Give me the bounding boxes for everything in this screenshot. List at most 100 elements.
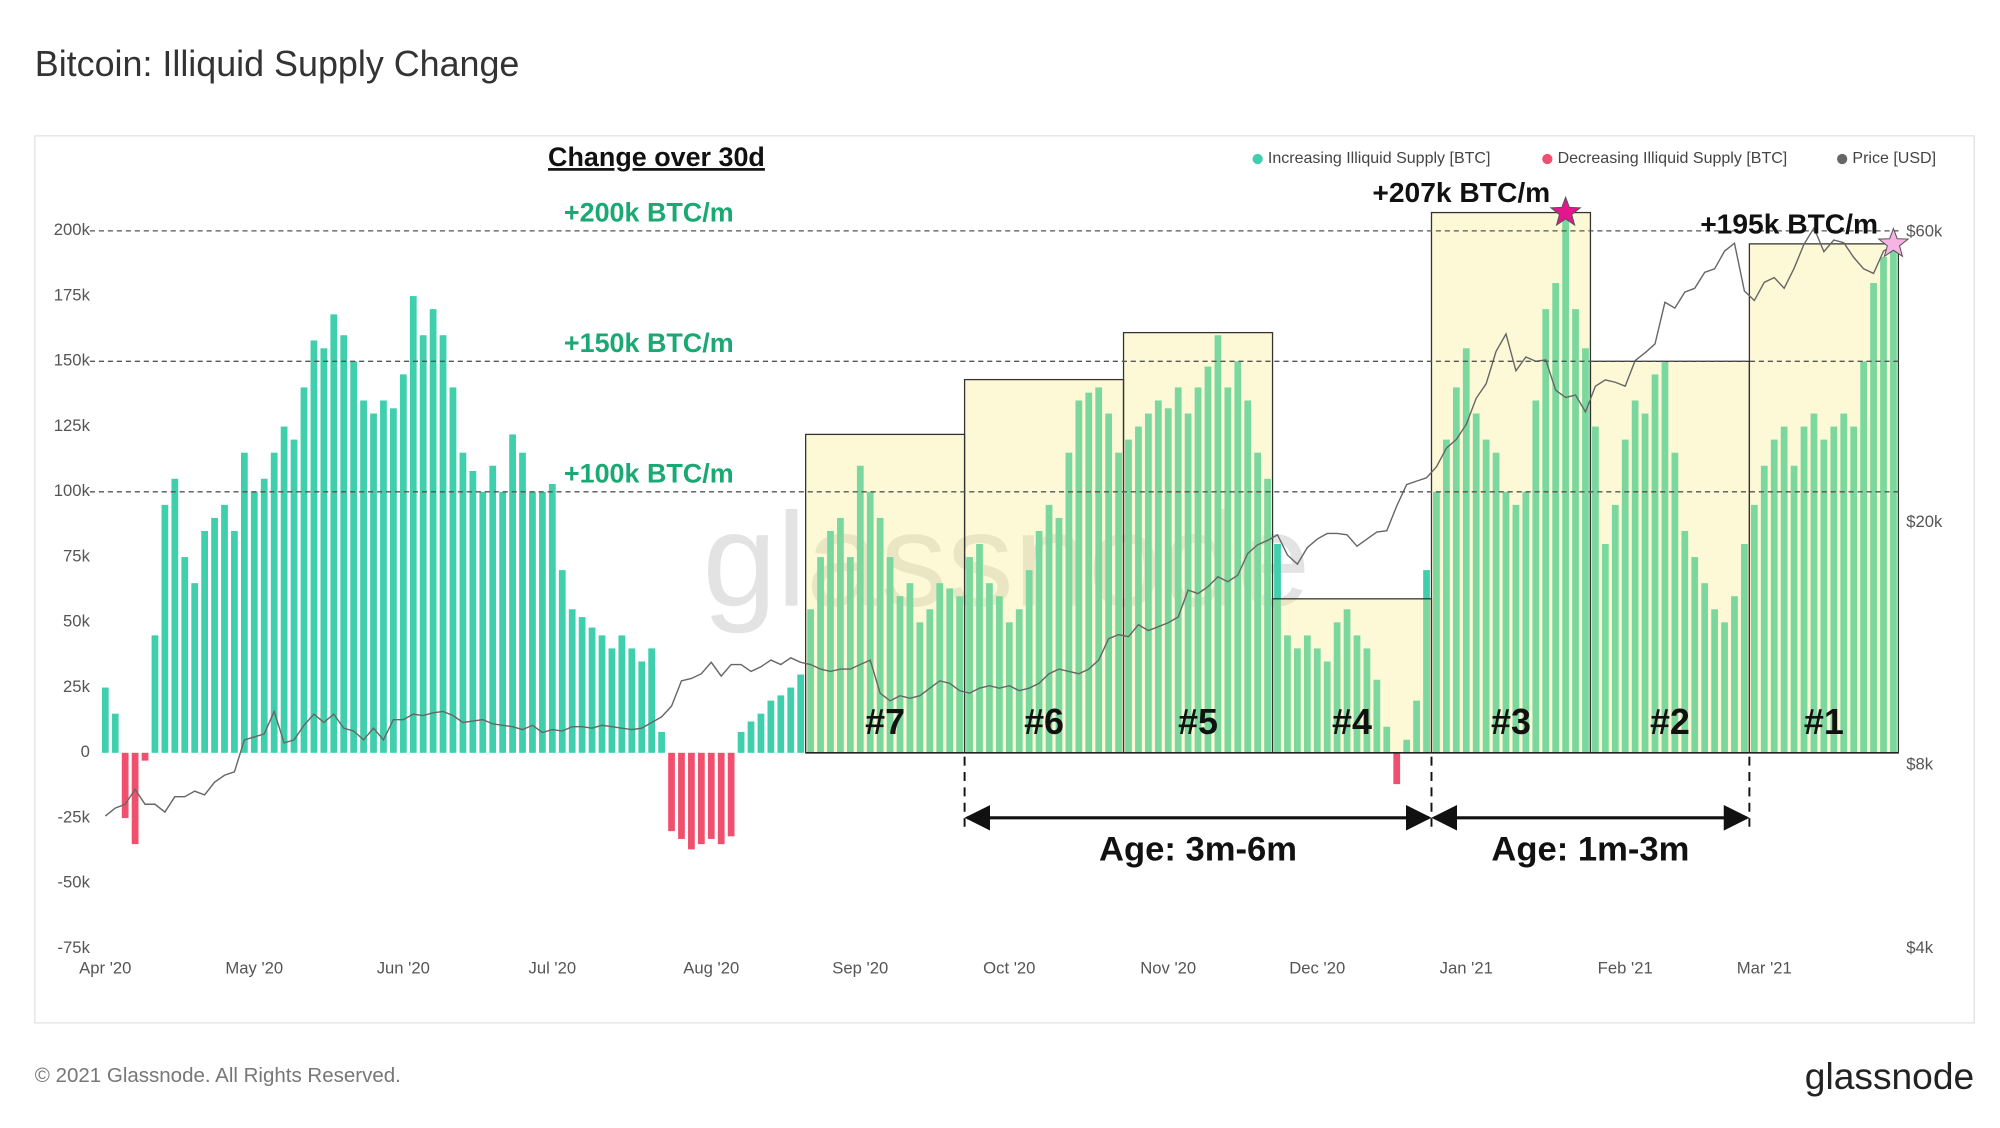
bar	[1144, 413, 1152, 753]
ref-label: +200k BTC/m	[564, 197, 734, 227]
bar	[330, 314, 338, 753]
bar	[1572, 309, 1579, 753]
bar	[390, 408, 397, 753]
bar	[1045, 504, 1053, 753]
bar	[578, 617, 586, 753]
logo: glassnode	[1805, 1055, 1974, 1097]
bar	[966, 557, 973, 753]
y2-tick-label: $4k	[1906, 938, 1934, 957]
bar	[1890, 243, 1897, 753]
bar	[370, 413, 377, 753]
legend-label: Decreasing Illiquid Supply [BTC]	[1558, 149, 1788, 167]
bar	[1035, 530, 1043, 753]
bar	[1760, 465, 1768, 753]
bar	[1234, 361, 1242, 753]
bar	[588, 627, 596, 753]
bar	[1303, 635, 1311, 753]
bar	[1750, 504, 1758, 753]
bar	[161, 504, 169, 753]
bar	[1522, 491, 1530, 753]
bar	[1373, 679, 1381, 753]
bar	[986, 583, 993, 753]
bar	[628, 648, 636, 753]
period-box	[1271, 598, 1433, 754]
bar	[1562, 212, 1569, 753]
bar	[1671, 452, 1679, 753]
legend-dot	[1252, 153, 1263, 165]
x-tick-label: Feb '21	[1598, 958, 1653, 977]
bar	[1860, 361, 1868, 753]
y-tick-label: 200k	[54, 220, 91, 239]
bar	[121, 752, 129, 819]
x-tick-label: Aug '20	[683, 958, 739, 977]
bar	[1423, 570, 1430, 753]
bar	[1343, 609, 1351, 753]
bar	[1274, 544, 1281, 753]
bar	[757, 713, 765, 753]
bar	[1055, 517, 1063, 753]
bar	[1462, 348, 1470, 753]
bar	[429, 309, 437, 753]
bar	[280, 426, 288, 753]
bar	[509, 434, 516, 753]
y-tick-label: 0	[81, 742, 90, 761]
y-tick-label: 25k	[63, 677, 91, 696]
chart-frame	[34, 135, 1975, 1024]
legend-label: Price [USD]	[1852, 149, 1936, 167]
box-label: #4	[1332, 702, 1372, 742]
bar	[1611, 504, 1619, 753]
peak-star	[1549, 195, 1582, 227]
period-box	[805, 433, 966, 754]
bar	[1353, 635, 1361, 753]
legend-label: Increasing Illiquid Supply [BTC]	[1268, 149, 1491, 167]
bar	[1025, 570, 1033, 753]
bar	[1174, 387, 1182, 753]
bar	[1651, 374, 1659, 753]
legend-dot	[1837, 153, 1848, 165]
bar	[1452, 387, 1460, 753]
ref-label: +100k BTC/m	[564, 458, 734, 488]
bar	[449, 387, 457, 753]
bar	[300, 387, 308, 753]
bar	[727, 752, 735, 837]
bar	[1125, 439, 1132, 753]
bar	[936, 583, 944, 753]
bar	[459, 452, 467, 753]
bar	[827, 530, 834, 753]
bar	[1323, 661, 1331, 753]
period-box	[963, 378, 1125, 754]
bar	[548, 483, 556, 753]
bar	[1542, 309, 1550, 753]
bar	[1532, 400, 1540, 753]
bar	[846, 557, 854, 753]
box-label: #6	[1024, 702, 1064, 742]
box-label: #5	[1178, 702, 1218, 742]
bar	[1065, 452, 1073, 753]
bar	[211, 517, 218, 753]
bar	[1135, 426, 1142, 753]
bar	[1512, 504, 1520, 753]
bar	[876, 517, 884, 753]
bar	[1592, 426, 1599, 753]
period-box	[1430, 211, 1592, 754]
bar	[350, 361, 358, 753]
bar	[191, 583, 199, 753]
bar	[409, 296, 417, 753]
bar	[1085, 392, 1093, 753]
bar	[1433, 491, 1440, 753]
bar	[1154, 400, 1162, 753]
y-tick-label: -25k	[58, 807, 91, 826]
bar	[926, 609, 934, 753]
bar	[1741, 544, 1748, 753]
bar	[1880, 256, 1887, 753]
bar	[489, 465, 497, 753]
bar	[1443, 439, 1450, 753]
copyright: © 2021 Glassnode. All Rights Reserved.	[35, 1064, 401, 1087]
bar	[767, 700, 775, 753]
bar	[807, 609, 814, 753]
x-tick-label: Apr '20	[79, 958, 131, 977]
box-label: #2	[1650, 702, 1690, 742]
bar	[1115, 452, 1122, 753]
bar	[1552, 283, 1560, 753]
